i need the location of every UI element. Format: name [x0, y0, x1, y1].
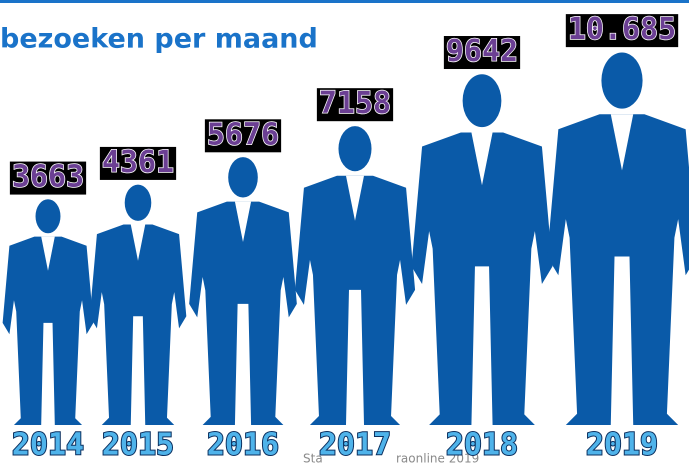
value-label-bg [99, 146, 177, 180]
shirt-collar [130, 224, 146, 261]
person-figure [294, 126, 416, 425]
shirt-collar [610, 114, 634, 171]
shirt-collar [234, 201, 252, 242]
person-figure [189, 157, 297, 425]
value-label: 9642 [446, 34, 518, 69]
chart-title: bezoeken per maand [0, 24, 318, 55]
value-label-bg [565, 14, 679, 48]
x-tick-label: 2017 [319, 428, 391, 463]
person-figure [547, 52, 689, 426]
person-figure [2, 199, 94, 425]
value-label: 10.685 [568, 12, 676, 47]
value-label-bg [204, 119, 282, 153]
value-label: 7158 [319, 86, 391, 121]
person-figure [89, 184, 187, 425]
source-fragment: Sta [303, 452, 323, 464]
x-tick-label: 2016 [207, 428, 279, 463]
shirt-collar [41, 236, 55, 271]
shirt-collar [345, 175, 365, 221]
value-label-bg [316, 88, 394, 122]
value-label: 4361 [102, 145, 174, 180]
value-label-bg [443, 36, 521, 70]
x-tick-label: 2015 [102, 428, 174, 463]
shirt-collar [471, 132, 493, 186]
x-tick-label: 2019 [586, 428, 658, 463]
x-tick-label: 2014 [12, 428, 84, 463]
source-fragment: raonline 2019 [396, 452, 479, 464]
top-rule [0, 0, 689, 3]
x-tick-label: 2018 [446, 428, 518, 463]
person-figure [411, 74, 553, 426]
value-label-bg [9, 161, 87, 195]
value-label: 3663 [12, 160, 84, 195]
value-label: 5676 [207, 117, 279, 152]
